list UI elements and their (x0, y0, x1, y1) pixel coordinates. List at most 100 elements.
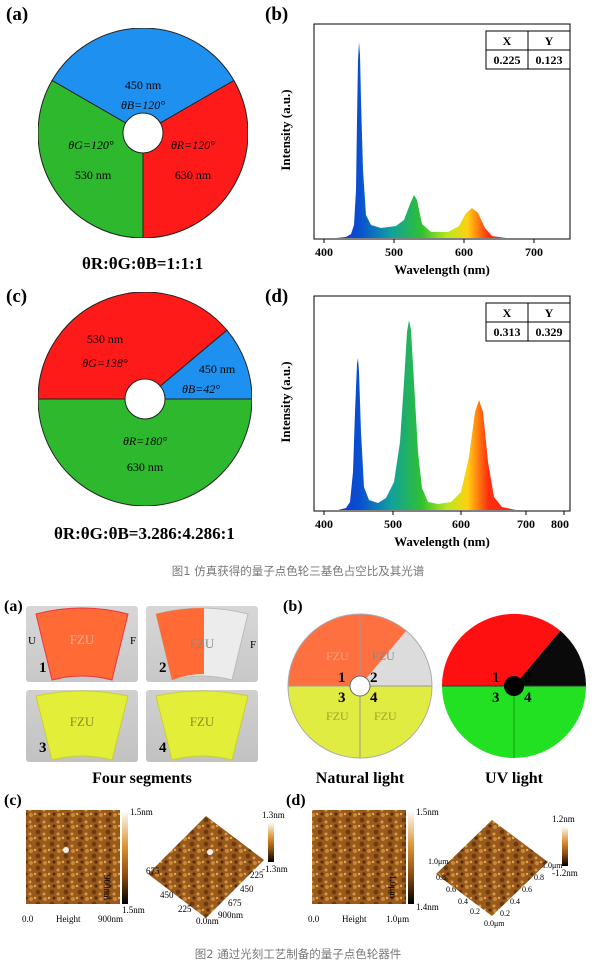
fig1-a-label: (a) (6, 4, 29, 25)
svg-text:675: 675 (228, 898, 242, 908)
spectrum-d-curve (314, 320, 570, 510)
sector-c-green-wl: 630 nm (127, 460, 164, 474)
svg-text:0.6: 0.6 (522, 885, 532, 894)
color-wheel-a: 450 nm θB=120° θR=120° 630 nm θG=120° 53… (38, 28, 248, 238)
svg-text:X: X (503, 34, 512, 48)
xtick-b-3: 700 (525, 245, 543, 259)
segment-photo-3: FZU 3 (26, 690, 138, 762)
svg-text:U: U (28, 635, 36, 647)
svg-text:0.8: 0.8 (436, 873, 446, 882)
sector-green-wl: 530 nm (75, 168, 112, 182)
svg-text:2: 2 (159, 660, 167, 676)
svg-text:Y: Y (545, 306, 554, 320)
xtick-d-0: 400 (315, 517, 333, 531)
svg-text:1.0μm: 1.0μm (428, 857, 449, 866)
svg-text:F: F (250, 639, 256, 651)
color-wheel-c: 530 nm θG=138° 450 nm θB=42° θR=180° 630… (38, 292, 252, 506)
svg-text:0.0: 0.0 (308, 914, 320, 924)
svg-text:1.3nm: 1.3nm (262, 810, 285, 820)
svg-text:1.2nm: 1.2nm (552, 814, 575, 824)
wheel-natural-light: FZU FZU FZU FZU 1 2 3 4 (287, 613, 433, 759)
svg-text:0.8: 0.8 (534, 873, 544, 882)
sector-c-blue-wl: 450 nm (199, 362, 236, 376)
svg-text:X: X (503, 306, 512, 320)
segment-photo-1: FZU U F 1 (26, 606, 138, 682)
ratio-c: θR:θG:θB=3.286:4.286:1 (54, 524, 235, 543)
xtick-b-1: 500 (385, 245, 403, 259)
svg-text:1.4nm: 1.4nm (416, 902, 439, 912)
cie-table-d: X Y 0.313 0.329 (485, 302, 571, 342)
svg-text:2: 2 (370, 670, 378, 686)
svg-text:0.225: 0.225 (494, 53, 521, 67)
svg-text:0.123: 0.123 (536, 53, 563, 67)
svg-text:1.0μm: 1.0μm (542, 861, 563, 870)
xtick-d-1: 500 (384, 517, 402, 531)
ratio-a: θR:θG:θB=1:1:1 (82, 254, 204, 273)
fig2-a-label: (a) (4, 598, 23, 615)
svg-text:1: 1 (492, 670, 500, 686)
fig1-c-label: (c) (6, 286, 28, 307)
xtick-d-3: 700 (517, 517, 535, 531)
spectrum-b: Intensity (a.u.) 400 500 600 700 Wavelen… (278, 23, 571, 277)
sector-blue-angle: θB=120° (121, 98, 165, 112)
svg-text:-1.2nm: -1.2nm (552, 868, 578, 878)
afm-d: 1.5nm 1.4nm 1.0μm 0.0 Height 1.0μm 1.2nm… (308, 807, 578, 928)
spectrum-d: Intensity (a.u.) 400 500 600 700 800 Wav… (278, 295, 571, 549)
svg-text:450: 450 (240, 884, 254, 894)
cie-table-b: X Y 0.225 0.123 (485, 30, 571, 70)
sector-c-red-wl: 530 nm (87, 332, 124, 346)
svg-text:0.4: 0.4 (510, 897, 520, 906)
svg-text:4: 4 (370, 690, 378, 706)
svg-text:Height: Height (56, 914, 81, 924)
fig2-d-label: (d) (286, 792, 306, 809)
svg-text:F: F (130, 635, 136, 647)
svg-text:1.0μm: 1.0μm (388, 875, 398, 898)
afm-c: 1.5nm 1.5nm 900nm 0.0 Height 900nm 1.3nm… (22, 807, 288, 926)
svg-text:-1.3nm: -1.3nm (262, 864, 288, 874)
svg-text:0.0μm: 0.0μm (484, 919, 505, 928)
svg-text:Height: Height (342, 914, 367, 924)
svg-text:4: 4 (524, 690, 532, 706)
xlabel-d: Wavelength (nm) (394, 534, 490, 549)
four-segments-title: Four segments (92, 770, 192, 787)
svg-text:0.0: 0.0 (22, 914, 34, 924)
svg-text:900nm: 900nm (98, 914, 123, 924)
svg-text:0.2: 0.2 (470, 907, 480, 916)
sector-c-green-angle: θR=180° (123, 434, 167, 448)
svg-text:1: 1 (338, 670, 346, 686)
svg-text:0.6: 0.6 (446, 885, 456, 894)
svg-text:0.2: 0.2 (500, 909, 510, 918)
wheel-uv-light: 1 2 3 4 (441, 613, 586, 758)
svg-text:1.5nm: 1.5nm (416, 807, 439, 817)
svg-text:2: 2 (524, 670, 532, 686)
xtick-b-2: 600 (455, 245, 473, 259)
svg-text:0.313: 0.313 (494, 325, 521, 339)
svg-text:FZU: FZU (70, 714, 95, 729)
svg-text:900nm: 900nm (102, 875, 112, 900)
svg-text:1.5nm: 1.5nm (130, 807, 153, 817)
svg-text:Y: Y (545, 34, 554, 48)
xtick-d-2: 600 (452, 517, 470, 531)
spectrum-b-curve (314, 42, 570, 238)
fig1-b-label: (b) (265, 4, 289, 25)
segment-photo-4: FZU 4 (146, 690, 258, 762)
svg-text:1: 1 (39, 660, 47, 676)
xtick-b-0: 400 (315, 245, 333, 259)
svg-text:3: 3 (338, 690, 346, 706)
fig2-b-label: (b) (283, 598, 303, 615)
xtick-d-4: 800 (551, 517, 569, 531)
svg-text:FZU: FZU (70, 632, 95, 647)
fig1-caption: 图1 仿真获得的量子点色轮三基色占空比及其光谱 (171, 564, 425, 578)
svg-text:FZU: FZU (190, 636, 215, 651)
svg-text:FZU: FZU (326, 649, 349, 663)
svg-text:FZU: FZU (374, 709, 397, 723)
sector-blue-wl: 450 nm (125, 78, 162, 92)
svg-text:900nm: 900nm (218, 910, 243, 920)
sector-c-blue-angle: θB=42° (182, 382, 220, 396)
svg-text:FZU: FZU (190, 714, 215, 729)
svg-text:675: 675 (146, 866, 160, 876)
ylabel-d: Intensity (a.u.) (278, 361, 293, 442)
svg-text:FZU: FZU (326, 709, 349, 723)
fig2-c-label: (c) (4, 792, 22, 809)
svg-text:4: 4 (159, 740, 167, 756)
